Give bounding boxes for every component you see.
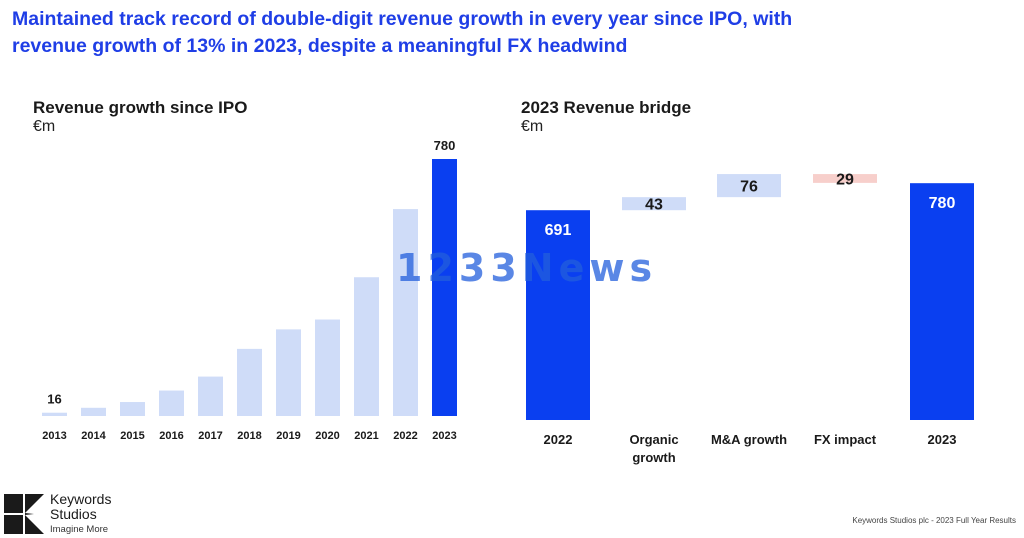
keywords-logo-icon bbox=[4, 494, 44, 534]
bridge-value-2023: 780 bbox=[929, 195, 956, 212]
tick-label-2014: 2014 bbox=[81, 430, 106, 442]
bridge-bar-m-a-growth bbox=[717, 174, 781, 198]
bar-2017 bbox=[198, 376, 223, 416]
bridge-value-2022: 691 bbox=[545, 222, 572, 239]
bridge-bar-2023 bbox=[910, 183, 974, 420]
bridge-category-fx-impact: FX impact bbox=[814, 432, 877, 447]
bridge-category-organic-growth-1: growth bbox=[632, 450, 675, 465]
bar-2016 bbox=[159, 390, 184, 416]
bar-2014 bbox=[81, 407, 106, 416]
tick-label-2016: 2016 bbox=[159, 430, 183, 442]
headline: Maintained track record of double-digit … bbox=[12, 6, 1012, 60]
headline-line-1: Maintained track record of double-digit … bbox=[12, 8, 793, 30]
bar-2022 bbox=[393, 209, 418, 416]
tick-label-2022: 2022 bbox=[393, 430, 417, 442]
bridge-value-fx-impact: 29 bbox=[836, 171, 854, 188]
logo-text: Keywords Studios Imagine More bbox=[50, 492, 111, 537]
bar-2023 bbox=[432, 159, 457, 416]
bridge-category-2023: 2023 bbox=[928, 432, 957, 447]
bridge-bar-organic-growth bbox=[622, 197, 686, 211]
bridge-category-organic-growth-0: Organic bbox=[629, 432, 678, 447]
right-chart-unit: €m bbox=[521, 118, 544, 135]
tick-label-2013: 2013 bbox=[42, 430, 66, 442]
bar-2021 bbox=[354, 277, 379, 416]
tick-label-2021: 2021 bbox=[354, 430, 378, 442]
tick-label-2015: 2015 bbox=[120, 430, 144, 442]
bar-2018 bbox=[237, 348, 262, 416]
bar-2020 bbox=[315, 319, 340, 416]
tick-label-2020: 2020 bbox=[315, 430, 339, 442]
data-label-2013: 16 bbox=[47, 392, 61, 407]
right-chart-title: 2023 Revenue bridge bbox=[521, 98, 692, 117]
bridge-value-organic-growth: 43 bbox=[645, 197, 663, 214]
data-label-2023: 780 bbox=[434, 138, 456, 153]
headline-line-2: revenue growth of 13% in 2023, despite a… bbox=[12, 35, 628, 57]
tick-label-2023: 2023 bbox=[432, 430, 456, 442]
bridge-category-m-a-growth: M&A growth bbox=[711, 432, 787, 447]
bridge-bar-2022 bbox=[526, 210, 590, 420]
tick-label-2019: 2019 bbox=[276, 430, 300, 442]
bridge-bar-fx-impact bbox=[813, 174, 877, 183]
left-chart-title: Revenue growth since IPO bbox=[33, 98, 248, 117]
bar-2015 bbox=[120, 402, 145, 416]
footer-text: Keywords Studios plc - 2023 Full Year Re… bbox=[852, 516, 1016, 525]
logo-line-2: Studios bbox=[50, 506, 97, 522]
tick-label-2017: 2017 bbox=[198, 430, 222, 442]
logo-line-1: Keywords bbox=[50, 491, 112, 507]
bridge-value-m-a-growth: 76 bbox=[740, 179, 758, 196]
tick-label-2018: 2018 bbox=[237, 430, 261, 442]
logo-tagline: Imagine More bbox=[50, 524, 109, 535]
left-chart-unit: €m bbox=[33, 118, 56, 135]
bar-2019 bbox=[276, 329, 301, 416]
bridge-category-2022: 2022 bbox=[544, 432, 573, 447]
bar-2013 bbox=[42, 412, 67, 416]
watermark: 1233News bbox=[396, 246, 658, 290]
